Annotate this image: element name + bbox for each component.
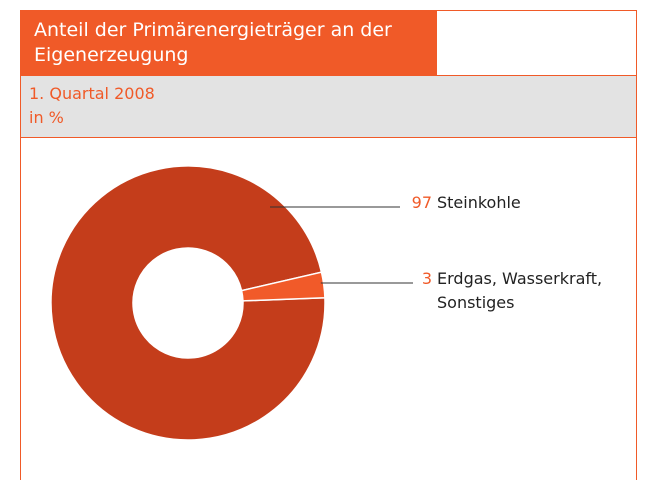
value-label: 97 [411, 193, 432, 212]
subtitle: 1. Quartal 2008 [29, 84, 155, 103]
category-label: Steinkohle [437, 193, 521, 212]
subtitle-band: 1. Quartal 2008 in % [21, 75, 636, 138]
pie-slice [50, 165, 326, 441]
chart-title: Anteil der Primärenergieträger an der Ei… [20, 10, 437, 75]
pie-slice [240, 271, 326, 302]
value-label: 3 [421, 269, 432, 288]
unit: in % [29, 108, 64, 127]
category-label: Erdgas, Wasserkraft, Sonstiges [437, 269, 603, 312]
